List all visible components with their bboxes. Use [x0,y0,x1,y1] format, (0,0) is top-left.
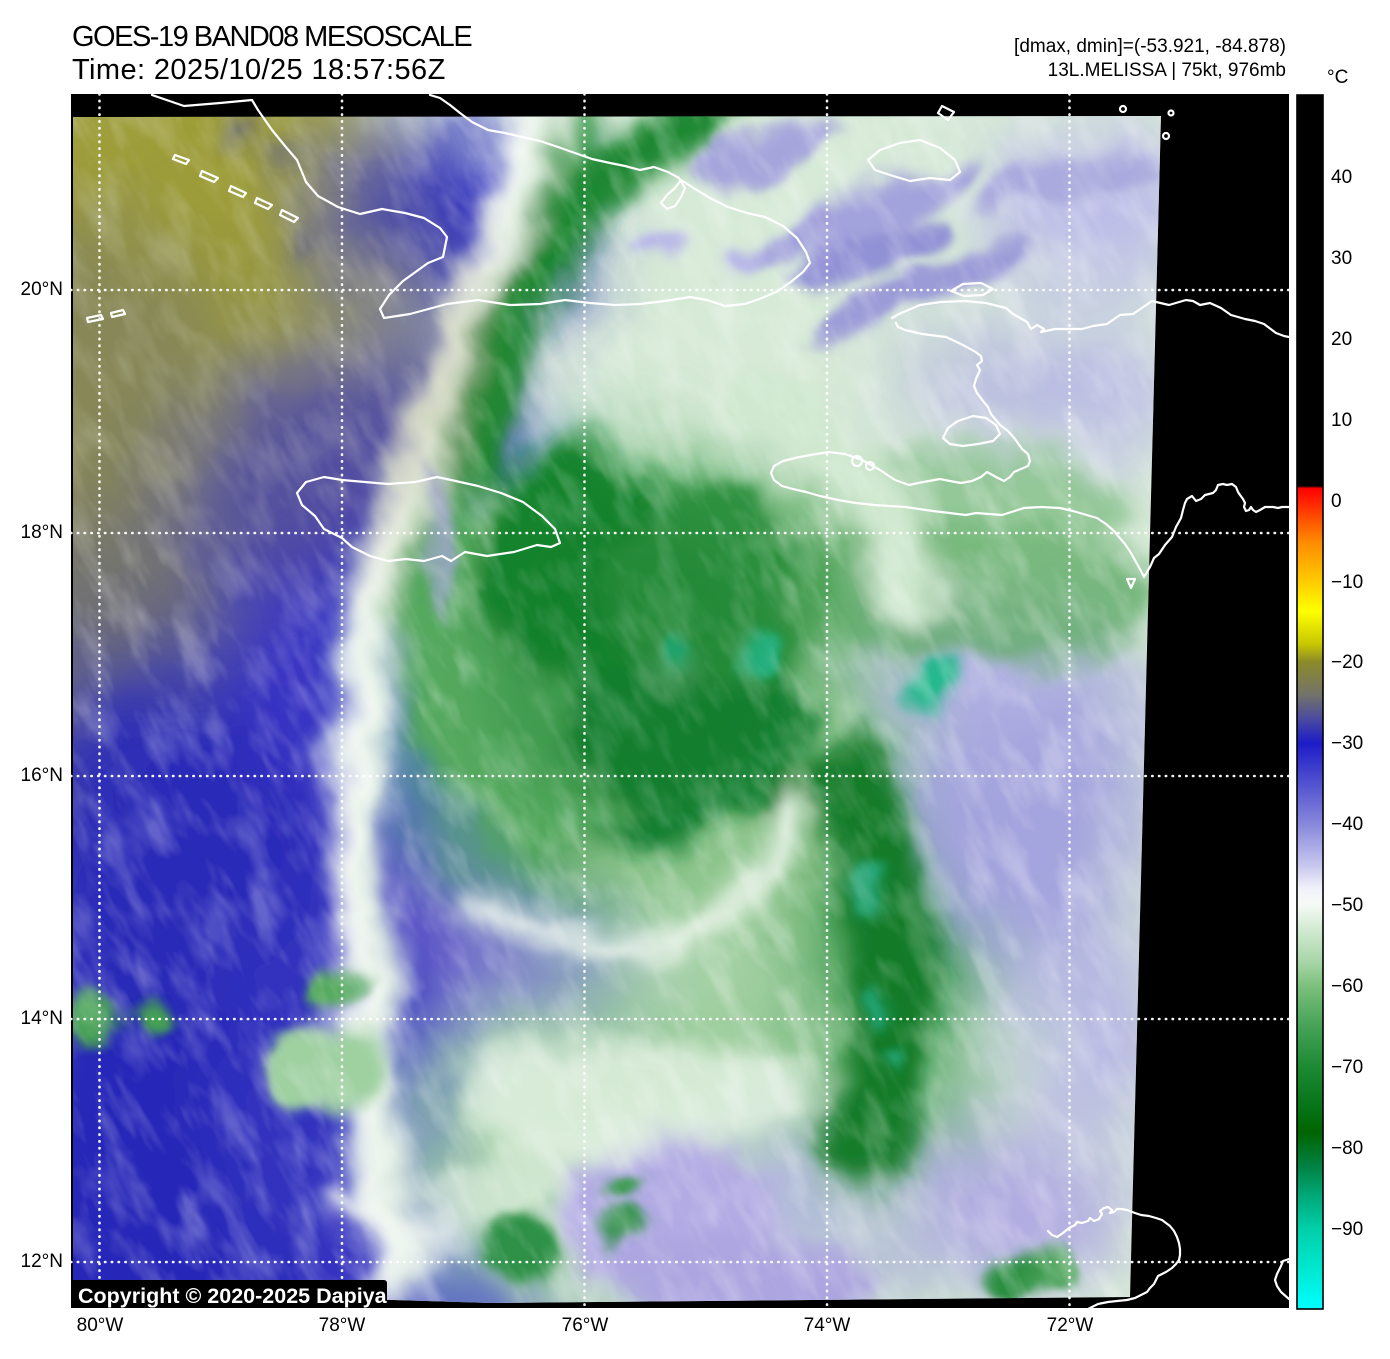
svg-text:Copyright © 2020-2025 Dapiya: Copyright © 2020-2025 Dapiya [78,1284,388,1308]
